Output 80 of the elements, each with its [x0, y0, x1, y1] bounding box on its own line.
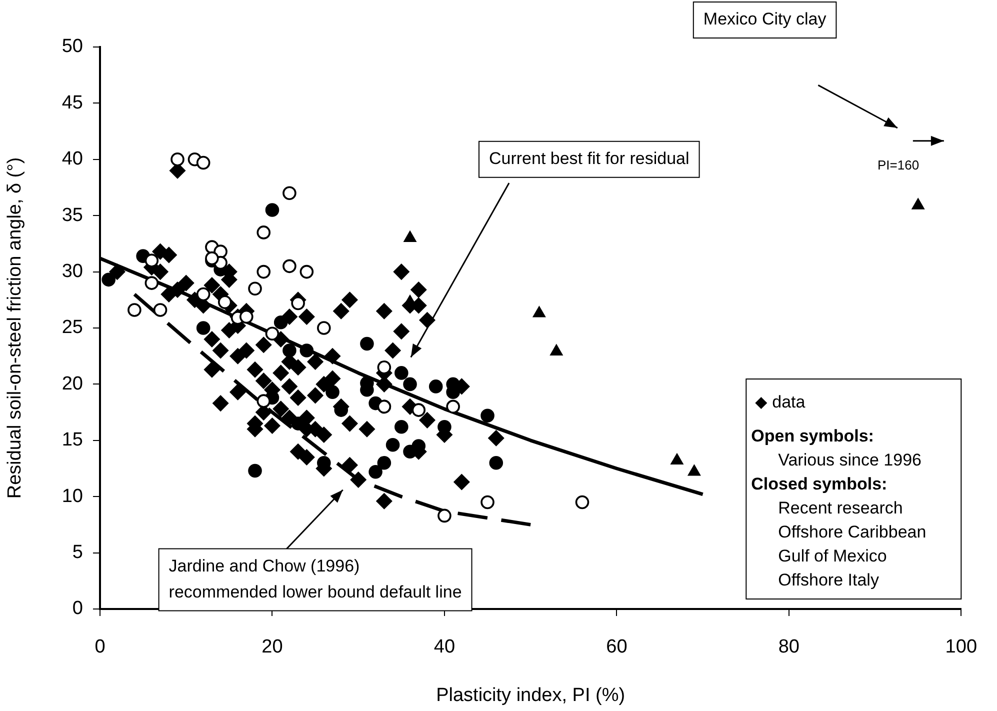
y-tick-label: 15: [62, 430, 83, 451]
point: [248, 464, 262, 478]
annotation: Various since 1996: [778, 450, 922, 470]
point: [912, 198, 924, 210]
x-axis-title: Plasticity index, PI (%): [436, 684, 626, 706]
point: [480, 408, 494, 423]
x-tick-label: 60: [606, 636, 628, 658]
line-series: [132, 292, 532, 526]
y-tick-label: 35: [62, 204, 83, 226]
point: [239, 310, 254, 324]
annotation: Offshore Caribbean: [778, 522, 926, 542]
point: [412, 403, 426, 417]
point: [550, 344, 563, 356]
point: [153, 303, 168, 317]
point: [291, 416, 305, 430]
point: [368, 464, 382, 479]
annotation: Jardine and Chow (1996) recommended lower bound default line: [168, 556, 462, 602]
point: [377, 360, 392, 374]
point: [128, 303, 142, 317]
point: [291, 296, 305, 310]
y-tick-label: 45: [62, 92, 83, 114]
text: Mexico City clay: [703, 10, 827, 29]
point: [670, 454, 684, 465]
point: [282, 186, 296, 200]
point: [282, 259, 296, 274]
x-tick-label: 80: [778, 636, 800, 658]
point: [386, 438, 400, 452]
y-tick-label: 50: [62, 36, 83, 58]
point: [256, 264, 271, 279]
y-tick-label: 20: [62, 373, 83, 394]
point: [196, 156, 210, 170]
y-tick-label: 5: [72, 542, 83, 564]
legend-label: data: [772, 392, 806, 412]
y-axis-title: Residual soil-on-steel friction angle, δ (°): [4, 157, 26, 499]
x-tick-label: 40: [434, 636, 456, 658]
point: [282, 344, 296, 358]
point: [489, 456, 504, 470]
y-tick-label: 25: [62, 317, 83, 338]
point: [428, 380, 443, 394]
point: [196, 321, 210, 335]
y-tick-label: 40: [62, 148, 83, 170]
annotation: Current best fit for residual: [488, 149, 690, 168]
point: [144, 254, 159, 268]
point: [404, 231, 416, 242]
point: [480, 495, 494, 510]
annotation: Recent research: [778, 498, 903, 518]
x-tick-label: 0: [94, 636, 106, 658]
point: [102, 272, 116, 287]
point: [170, 152, 184, 166]
annotation: Closed symbols:: [751, 474, 888, 494]
point: [265, 326, 280, 341]
point: [256, 226, 271, 240]
point: [300, 264, 314, 279]
annotation: PI=160: [878, 158, 920, 173]
point: [403, 377, 417, 392]
point: [317, 321, 331, 335]
point: [575, 495, 590, 510]
point: [265, 203, 280, 217]
point: [274, 315, 288, 330]
point: [326, 385, 340, 399]
y-tick-label: 0: [72, 598, 83, 620]
point: [144, 276, 159, 290]
x-tick-label: 100: [945, 636, 977, 658]
annotation: Gulf of Mexico: [778, 546, 887, 566]
point: [377, 456, 392, 470]
point: [218, 295, 232, 310]
point: [256, 394, 271, 408]
y-tick-label: 30: [62, 261, 83, 282]
point: [446, 400, 460, 414]
annotation: Offshore Italy: [778, 570, 880, 590]
x-tick-label: 20: [262, 636, 283, 658]
y-tick-label: 10: [62, 486, 83, 507]
point: [196, 287, 210, 302]
point: [394, 366, 408, 380]
annotation: Open symbols:: [751, 426, 874, 446]
point: [360, 336, 374, 351]
point: [438, 508, 452, 523]
point: [248, 282, 262, 296]
point: [205, 251, 219, 266]
point: [394, 420, 408, 434]
